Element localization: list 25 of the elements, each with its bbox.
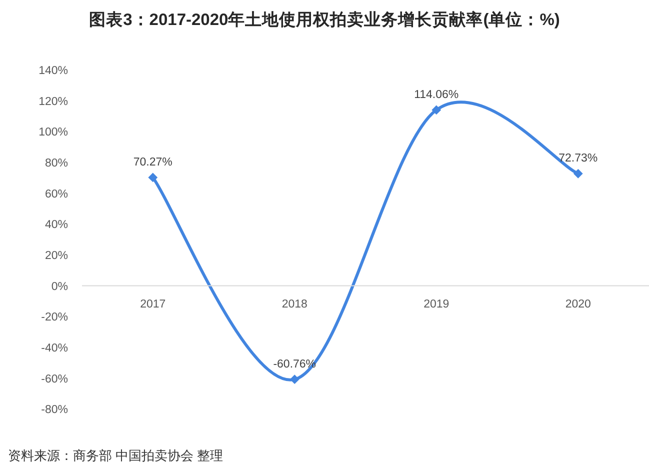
x-tick-label: 2020 (565, 298, 591, 311)
x-tick-label: 2018 (282, 298, 308, 311)
y-tick-label: 140% (38, 65, 68, 78)
y-tick-label: -60% (41, 373, 68, 386)
y-tick-label: 40% (44, 219, 68, 232)
data-label: 72.73% (558, 152, 598, 165)
y-tick-label: 80% (44, 158, 68, 170)
y-tick-label: -40% (41, 342, 68, 354)
data-label: 114.06% (414, 88, 459, 101)
y-tick-label: 100% (38, 126, 68, 139)
y-tick-label: -20% (41, 312, 68, 324)
y-tick-label: 120% (38, 96, 68, 108)
y-tick-label: -80% (41, 404, 68, 416)
chart-title: 图表3：2017-2020年土地使用权拍卖业务增长贡献率(单位：%) (88, 10, 561, 31)
point (290, 374, 300, 384)
y-tick-label: 20% (44, 250, 68, 262)
x-tick-label: 2017 (140, 298, 166, 311)
data-label: 70.27% (133, 156, 172, 168)
x-tick-label: 2019 (424, 298, 450, 311)
point (148, 172, 158, 182)
y-tick-label: 0% (51, 280, 68, 293)
text: 资料来源：商务部 中国拍卖协会 整理 (8, 447, 224, 465)
point (432, 105, 441, 114)
y-tick-label: 60% (44, 188, 68, 200)
point (574, 169, 583, 178)
